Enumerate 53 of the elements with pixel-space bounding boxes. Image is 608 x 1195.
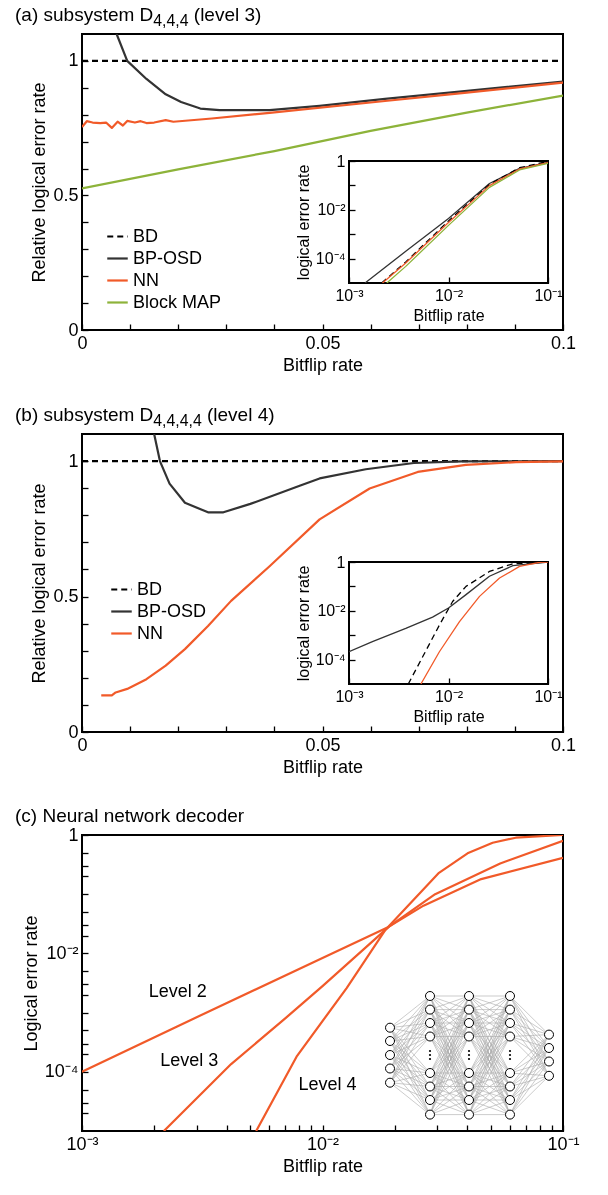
y-tick-label: 1	[68, 450, 79, 471]
legend-label: Block MAP	[133, 291, 222, 312]
legend-label: NN	[137, 622, 163, 643]
x-tick-label: 0.1	[550, 332, 577, 353]
x-tick-label: 10⁻¹	[547, 1133, 580, 1154]
y-tick-label: 1	[336, 152, 346, 170]
x-tick-label: 10⁻¹	[534, 286, 563, 304]
y-tick-label: 10⁻⁴	[44, 1061, 79, 1082]
legend-label: NN	[133, 269, 159, 290]
y-tick-label: 1	[68, 50, 79, 71]
y-tick-label: 10⁻²	[317, 201, 347, 219]
x-axis-title: Bitflip rate	[282, 1155, 364, 1176]
y-tick-label: 1	[68, 824, 79, 845]
x-tick-label: 10⁻³	[66, 1133, 99, 1154]
x-axis-title: Bitflip rate	[282, 756, 364, 777]
y-tick-label: 10⁻⁴	[315, 250, 346, 268]
line-series	[82, 94, 563, 190]
x-tick-label: 10⁻³	[335, 687, 365, 705]
y-tick-label: 0.5	[53, 586, 79, 607]
y-tick-label: 10⁻²	[317, 602, 347, 620]
chart-title: (a) subsystem D$_{4,4,4}$ (level 3)	[15, 4, 262, 30]
x-axis-title: Bitflip rate	[413, 707, 485, 725]
y-tick-label: 10⁻²	[46, 942, 79, 963]
chart-title: (b) subsystem D$_{4,4,4,4}$ (level 4)	[15, 404, 275, 430]
series-label: Level 4	[298, 1073, 357, 1094]
x-tick-label: 10⁻²	[434, 286, 464, 304]
x-axis-title: Bitflip rate	[282, 354, 364, 375]
x-tick-label: 0.05	[305, 734, 341, 755]
legend-label: BP-OSD	[137, 600, 207, 621]
y-tick-label: 1	[336, 553, 346, 571]
legend-label: BD	[133, 225, 159, 246]
series-label: Level 3	[160, 1050, 219, 1071]
chart-title: (c) Neural network decoder	[15, 805, 245, 827]
x-tick-label: 10⁻³	[335, 286, 365, 304]
y-axis-title: logical error rate	[294, 565, 312, 682]
y-axis-title: Relative logical error rate	[29, 483, 50, 684]
y-tick-label: 0.5	[53, 184, 79, 205]
x-tick-label: 0.05	[305, 332, 341, 353]
legend-label: BP-OSD	[133, 247, 203, 268]
y-axis-title: Logical error rate	[20, 915, 41, 1052]
y-axis-title: Relative logical error rate	[29, 82, 50, 283]
x-tick-label: 10⁻¹	[534, 687, 563, 705]
y-axis-title: logical error rate	[294, 164, 312, 281]
line-series	[115, 34, 563, 112]
x-tick-label: 0.1	[550, 734, 577, 755]
x-tick-label: 10⁻²	[434, 687, 464, 705]
line-series	[82, 81, 563, 130]
y-tick-label: 0	[68, 319, 79, 340]
y-tick-label: 0	[68, 721, 79, 742]
series-label: Level 2	[148, 981, 207, 1002]
legend-label: BD	[137, 578, 163, 599]
y-tick-label: 10⁻⁴	[315, 651, 346, 669]
x-axis-title: Bitflip rate	[413, 306, 485, 324]
